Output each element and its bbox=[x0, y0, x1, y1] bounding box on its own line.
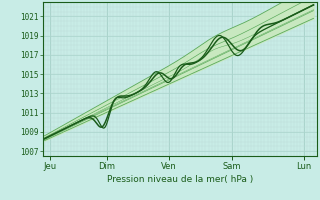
X-axis label: Pression niveau de la mer( hPa ): Pression niveau de la mer( hPa ) bbox=[107, 175, 253, 184]
